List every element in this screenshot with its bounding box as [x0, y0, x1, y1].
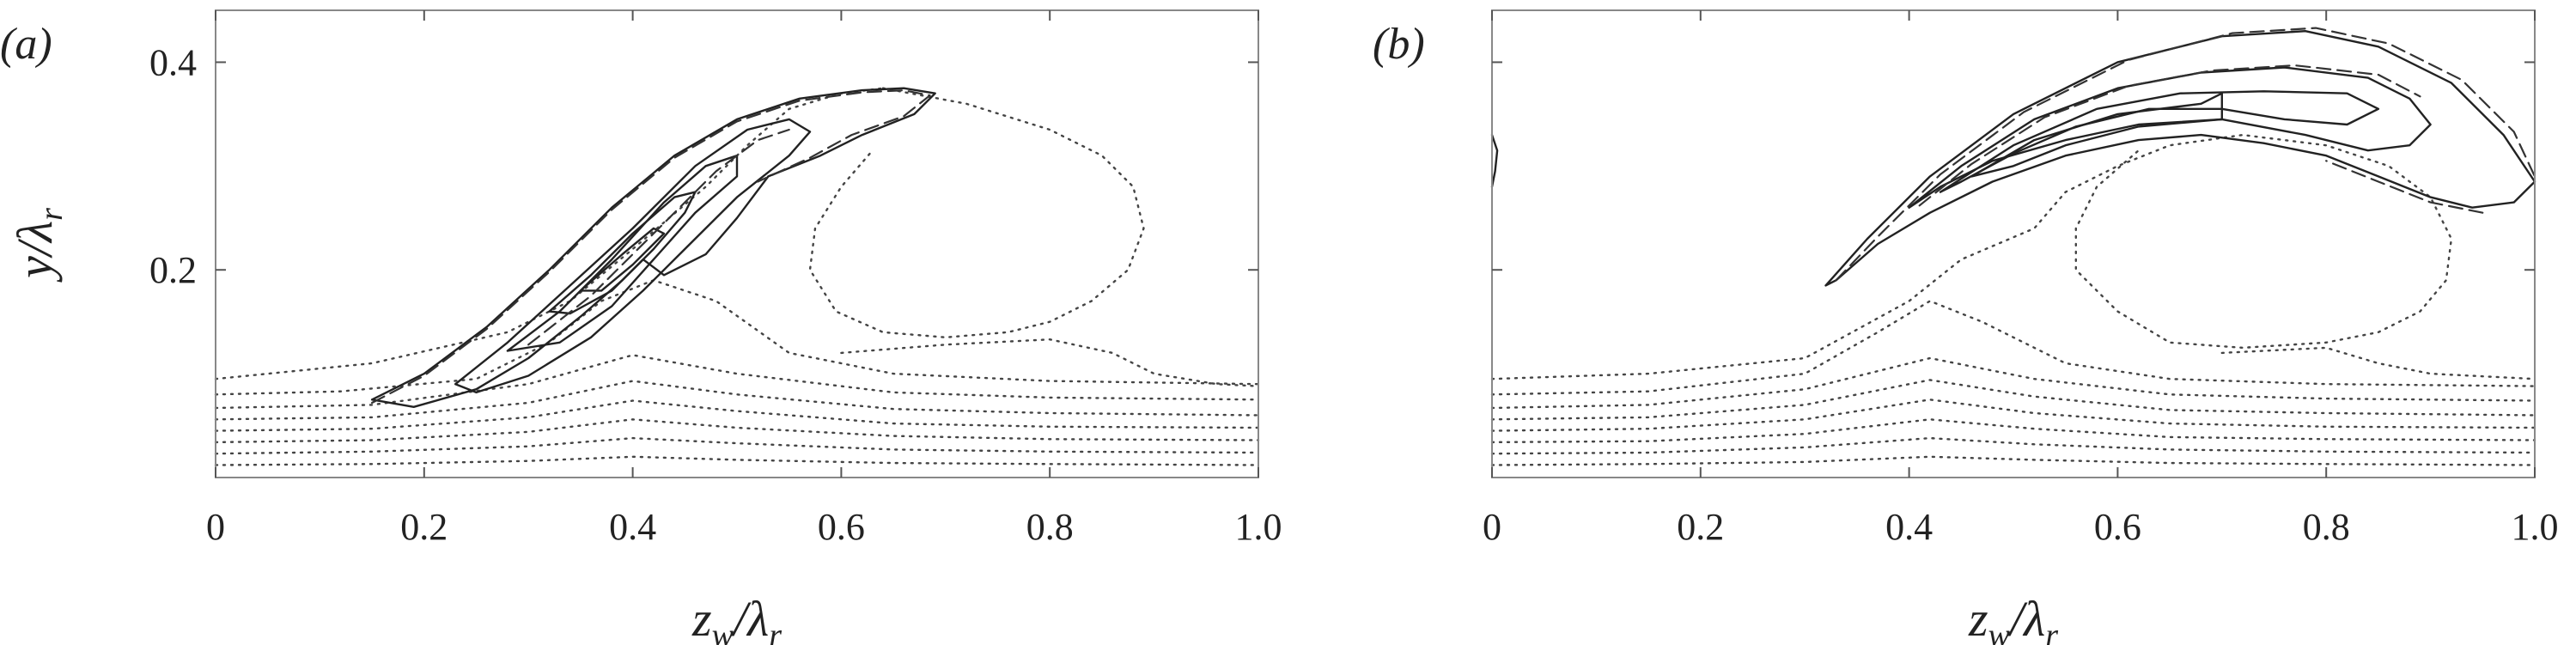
- contour-dotted-0-2: [1490, 300, 2536, 396]
- y-tick-label-0: 0.2: [149, 249, 197, 291]
- contour-solid-3-0: [1490, 133, 1499, 188]
- contour-dotted-0-0: [1490, 133, 2453, 380]
- panel-a-y-axis-label: y/λr: [7, 208, 70, 283]
- contour-dotted-0-8: [1490, 455, 2536, 466]
- x-tick-label-2: 0.4: [1885, 506, 1933, 548]
- contour-dashed-2-2: [1918, 64, 2421, 207]
- panel-b-x-axis-label: zw/λr: [1968, 591, 2058, 645]
- x-tick-label-0: 0: [1483, 506, 1501, 548]
- panel-a-ticks: 0 0.2 0.4 0.6 0.8 1.0 0.2 0.4: [149, 10, 1282, 548]
- contour-solid-1-1: [454, 118, 812, 394]
- contour-solid-1-3: [548, 191, 697, 315]
- contour-dotted-0-1: [2220, 346, 2536, 380]
- x-tick-label-3: 0.6: [818, 506, 865, 548]
- contour-solid-1-3: [1970, 92, 2223, 178]
- x-tick-label-2: 0.4: [609, 506, 656, 548]
- contour-dotted-0-7: [214, 418, 1260, 444]
- contour-solid-1-0: [1824, 30, 2536, 287]
- x-tick-label-5: 1.0: [2512, 506, 2559, 548]
- x-tick-label-0: 0: [206, 506, 225, 548]
- contour-dotted-0-6: [1490, 418, 2536, 444]
- contour-dotted-0-3: [214, 279, 1260, 396]
- contour-dotted-0-1: [808, 87, 1145, 338]
- contour-solid-1-1: [1908, 66, 2432, 209]
- x-tick-label-3: 0.6: [2094, 506, 2141, 548]
- x-tick-label-5: 1.0: [1235, 506, 1282, 548]
- contour-dotted-0-2: [840, 338, 1260, 387]
- x-tick-label-1: 0.2: [400, 506, 448, 548]
- contour-dotted-0-5: [214, 380, 1260, 421]
- contour-solid-1-2: [506, 155, 739, 352]
- panel-a-plot-frame: [215, 9, 1259, 478]
- x-tick-label-4: 0.8: [1026, 506, 1074, 548]
- panel-a-contours: [214, 87, 1260, 466]
- contour-dashed-2-1: [2325, 160, 2484, 214]
- panel-b-label: (b): [1373, 20, 1425, 69]
- contour-dotted-0-6: [214, 399, 1260, 432]
- contour-dotted-0-5: [1490, 399, 2536, 432]
- contour-dotted-0-4: [1490, 379, 2536, 421]
- x-tick-label-1: 0.2: [1677, 506, 1724, 548]
- panel-b: (b) 0 0.2 0.4 0.6 0.8 1.0 zw/λr: [1373, 9, 2559, 645]
- panel-b-plot-frame: [1491, 9, 2536, 478]
- contour-solid-1-0: [370, 87, 936, 408]
- panel-b-contours: [1490, 27, 2536, 466]
- contour-dotted-0-9: [214, 455, 1260, 466]
- x-tick-label-4: 0.8: [2303, 506, 2350, 548]
- panel-a-label: (a): [0, 20, 52, 69]
- contour-dashed-2-1: [527, 128, 790, 346]
- contour-solid-1-4: [579, 227, 666, 292]
- y-tick-label-1: 0.4: [149, 41, 197, 83]
- contour-dashed-2-0: [371, 89, 931, 405]
- panel-a-x-axis-label: zw/λr: [691, 591, 782, 645]
- contour-dotted-0-3: [1490, 356, 2536, 410]
- contour-dashed-2-0: [1835, 27, 2536, 282]
- panel-a: (a) 0 0.2 0.4 0.6 0.8 1.0 0.2 0.4 zw/λr y/λr: [0, 9, 1282, 645]
- panel-b-ticks: 0 0.2 0.4 0.6 0.8 1.0: [1483, 10, 2559, 548]
- contour-solid-1-2: [1939, 90, 2380, 193]
